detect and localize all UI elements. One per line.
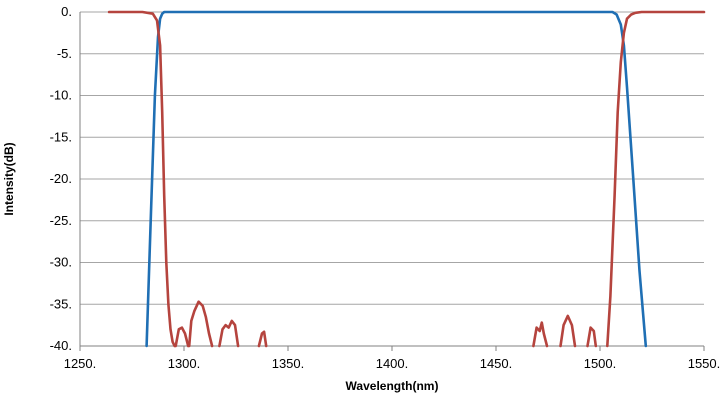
series-line-red-segment — [586, 326, 598, 348]
x-tick-label: 1250. — [64, 356, 97, 371]
series-line-red-segment — [606, 10, 706, 348]
series-lines — [107, 10, 706, 348]
y-tick-label: -10. — [50, 88, 72, 103]
x-tick-label: 1350. — [272, 356, 305, 371]
axes — [79, 12, 705, 351]
x-tick-label: 1400. — [376, 356, 409, 371]
x-tick-label: 1450. — [480, 356, 513, 371]
x-tick-label: 1300. — [168, 356, 201, 371]
series-line-red-segment — [174, 326, 190, 348]
y-axis-title: Intensity(dB) — [2, 142, 16, 215]
series-line-red-segment — [559, 314, 577, 348]
series-line-red-segment — [218, 319, 240, 348]
y-tick-label: -30. — [50, 255, 72, 270]
y-tick-label: -25. — [50, 213, 72, 228]
y-tick-label: -15. — [50, 129, 72, 144]
series-line-red-segment — [107, 10, 176, 348]
series-line-red-segment — [187, 300, 214, 348]
y-tick-label: -40. — [50, 338, 72, 353]
x-tick-label: 1550. — [688, 356, 721, 371]
series-line-red-segment — [532, 321, 549, 348]
y-tick-label: -20. — [50, 171, 72, 186]
x-tick-label: 1500. — [584, 356, 617, 371]
series-line-red-segment — [257, 330, 268, 348]
y-tick-label: 0. — [61, 4, 72, 19]
tick-labels: 0. -5. -10. -15. -20. -25. -30. -35. -40. 1250. 13… — [50, 4, 721, 371]
x-axis-title: Wavelength(nm) — [346, 379, 439, 393]
y-tick-label: -5. — [57, 46, 72, 61]
y-tick-label: -35. — [50, 296, 72, 311]
